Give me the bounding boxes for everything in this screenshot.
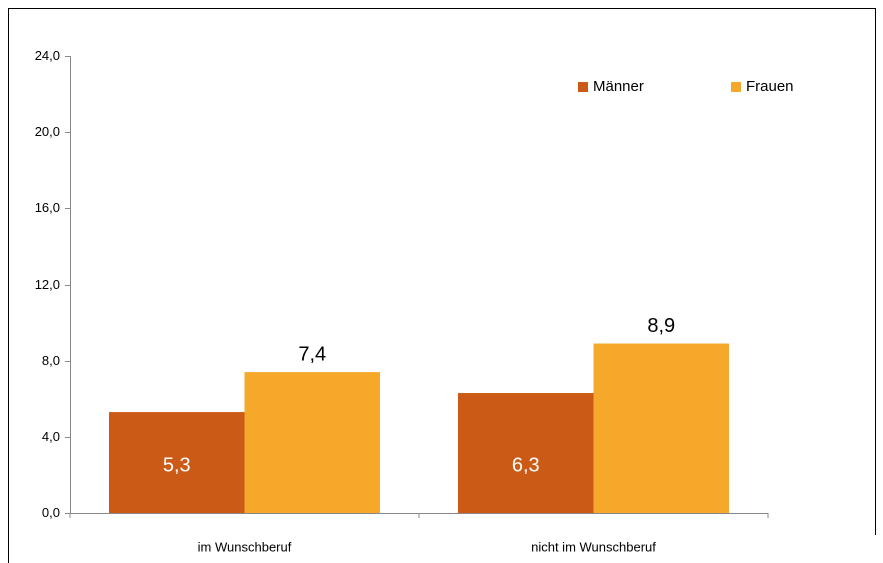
bar	[244, 372, 380, 513]
y-tick-label: 16,0	[35, 200, 60, 215]
legend-label: Frauen	[746, 78, 794, 95]
bar	[593, 343, 729, 513]
value-label: 7,4	[298, 343, 326, 365]
y-tick-label: 4,0	[42, 429, 60, 444]
y-tick-label: 0,0	[42, 505, 60, 520]
legend-swatch	[578, 82, 588, 92]
legend-swatch	[731, 82, 741, 92]
x-tick-label: nicht im Wunschberuf	[531, 539, 656, 554]
y-tick-label: 20,0	[35, 124, 60, 139]
bar	[109, 412, 245, 513]
x-tick-label: im Wunschberuf	[198, 539, 292, 554]
y-tick-label: 24,0	[35, 48, 60, 63]
value-label: 6,3	[512, 454, 540, 476]
y-tick-label: 12,0	[35, 277, 60, 292]
bar	[458, 393, 594, 513]
value-label: 5,3	[163, 454, 191, 476]
y-tick-label: 8,0	[42, 353, 60, 368]
legend-label: Männer	[593, 78, 644, 95]
value-label: 8,9	[647, 315, 675, 337]
